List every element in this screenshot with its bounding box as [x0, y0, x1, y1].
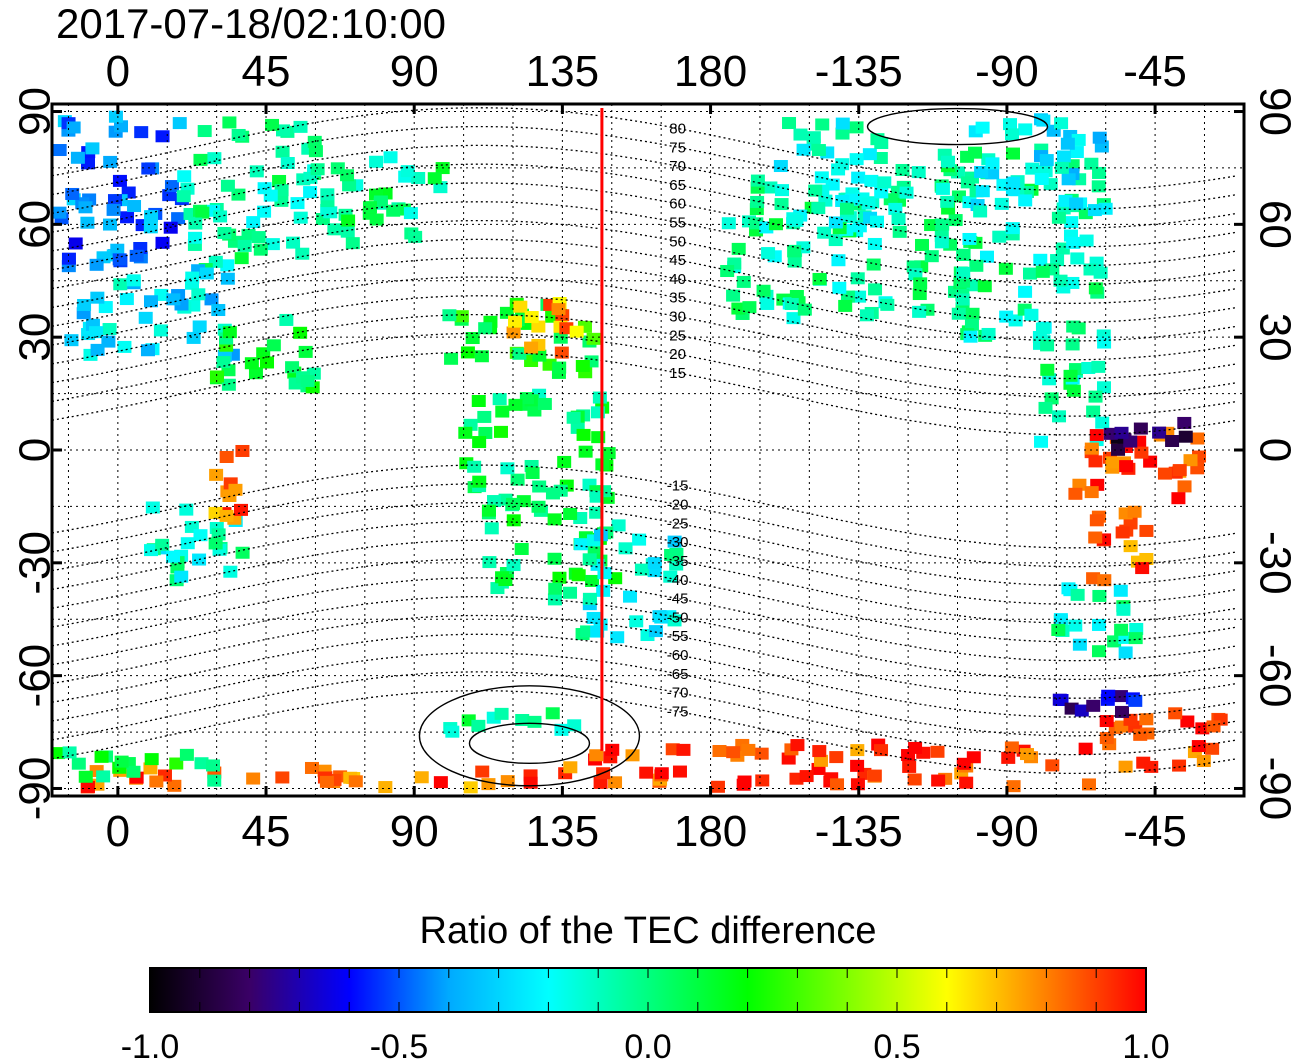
lat-tick-right: -90 — [1250, 757, 1296, 821]
contour-label: -60 — [667, 647, 689, 664]
contour-label: -20 — [667, 497, 689, 514]
contour-label: 60 — [669, 196, 686, 213]
lat-tick-right: 0 — [1250, 438, 1296, 462]
lat-tick-left: 0 — [11, 438, 60, 462]
contour-label: -65 — [667, 666, 689, 683]
contour-label: 75 — [669, 139, 686, 156]
contour-label: -25 — [667, 515, 689, 532]
contour-label: 65 — [669, 177, 686, 194]
contour-label: -30 — [667, 534, 689, 551]
lat-tick-left: -30 — [11, 531, 60, 595]
contour-label: -15 — [667, 478, 689, 495]
lon-tick-top: -90 — [975, 47, 1039, 96]
contour-label: -35 — [667, 553, 689, 570]
contour-label: 40 — [669, 271, 686, 288]
axis-ticks: 0045459090135135180180-135-135-90-90-45-… — [11, 47, 1296, 856]
lon-tick-bottom: 0 — [106, 807, 130, 856]
contour-label: 35 — [669, 290, 686, 307]
lat-tick-right: 60 — [1250, 200, 1296, 249]
contour-label: -50 — [667, 609, 689, 626]
lat-tick-right: 30 — [1250, 313, 1296, 362]
lon-tick-bottom: 90 — [390, 807, 439, 856]
lat-tick-right: 90 — [1250, 87, 1296, 136]
contour-label: -70 — [667, 685, 689, 702]
lon-tick-bottom: -45 — [1123, 807, 1187, 856]
lat-tick-left: 60 — [11, 200, 60, 249]
lat-tick-left: -90 — [11, 757, 60, 821]
contour-label: 70 — [669, 158, 686, 175]
lon-tick-top: 90 — [390, 47, 439, 96]
lat-tick-right: -60 — [1250, 644, 1296, 708]
tec-data-layer — [52, 110, 1228, 794]
contour-label: 15 — [669, 365, 686, 382]
lon-tick-bottom: 45 — [242, 807, 291, 856]
lat-tick-left: 30 — [11, 313, 60, 362]
contour-label: -75 — [667, 703, 689, 720]
lon-tick-bottom: -135 — [815, 807, 903, 856]
contour-label: 50 — [669, 233, 686, 250]
lat-tick-right: -30 — [1250, 531, 1296, 595]
contour-label: 45 — [669, 252, 686, 269]
lat-tick-left: -60 — [11, 644, 60, 708]
contour-label: 30 — [669, 308, 686, 325]
colorbar-tick-label: 0.0 — [624, 1028, 671, 1064]
lat-tick-left: 90 — [11, 87, 60, 136]
lon-tick-top: 45 — [242, 47, 291, 96]
lon-tick-top: 0 — [106, 47, 130, 96]
lon-tick-bottom: -90 — [975, 807, 1039, 856]
contour-label: 25 — [669, 327, 686, 344]
contour-label: -55 — [667, 628, 689, 645]
lon-tick-top: -45 — [1123, 47, 1187, 96]
lon-tick-top: 135 — [526, 47, 599, 96]
lon-tick-bottom: 135 — [526, 807, 599, 856]
figure-title: 2017-07-18/02:10:00 — [56, 0, 446, 47]
colorbar-tick-label: 0.5 — [873, 1028, 920, 1064]
colorbar-tick-label: -0.5 — [370, 1028, 429, 1064]
lon-tick-bottom: 180 — [674, 807, 747, 856]
magnetic-contour-layer — [52, 107, 1238, 787]
contour-label: 55 — [669, 214, 686, 231]
contour-label: -45 — [667, 591, 689, 608]
lon-tick-top: 180 — [674, 47, 747, 96]
contour-label: 20 — [669, 346, 686, 363]
contour-label: -40 — [667, 572, 689, 589]
colorbar-tick-label: -1.0 — [121, 1028, 180, 1064]
colorbar-title: Ratio of the TEC difference — [419, 910, 877, 952]
grid-layer — [52, 104, 1244, 796]
colorbar-tick-label: 1.0 — [1122, 1028, 1169, 1064]
colorbar: -1.0 -0.5 0.0 0.5 1.0 — [121, 967, 1170, 1064]
contour-label: 80 — [669, 120, 686, 137]
lon-tick-top: -135 — [815, 47, 903, 96]
